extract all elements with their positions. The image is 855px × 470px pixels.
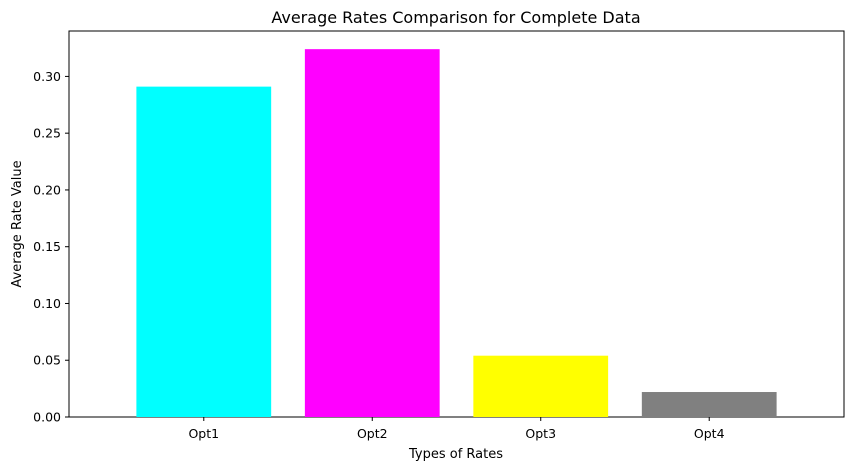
bar-opt3 [473,355,609,417]
bar-opt1 [136,86,272,417]
x-axis-label: Types of Rates [408,447,503,462]
x-tick-label: Opt4 [694,426,725,441]
y-tick-label: 0.10 [33,296,61,311]
x-axis: Opt1 Opt2 Opt3 Opt4 [188,417,725,441]
chart-title: Average Rates Comparison for Complete Da… [271,8,640,27]
y-tick-label: 0.20 [33,182,61,197]
x-tick-label: Opt3 [525,426,556,441]
x-tick-label: Opt1 [188,426,219,441]
plot-area [68,30,845,418]
y-tick-label: 0.00 [33,410,61,425]
y-tick-label: 0.25 [33,126,61,141]
bar-opt2 [304,49,440,417]
y-tick-label: 0.30 [33,69,61,84]
bars [136,49,777,417]
plot-frame [68,30,845,418]
y-tick-label: 0.05 [33,353,61,368]
y-axis: 0.00 0.05 0.10 0.15 0.20 0.25 0.30 [33,69,69,425]
x-tick-label: Opt2 [357,426,388,441]
y-axis-label: Average Rate Value [10,160,25,287]
bar-opt4 [641,392,777,417]
y-tick-label: 0.15 [33,239,61,254]
